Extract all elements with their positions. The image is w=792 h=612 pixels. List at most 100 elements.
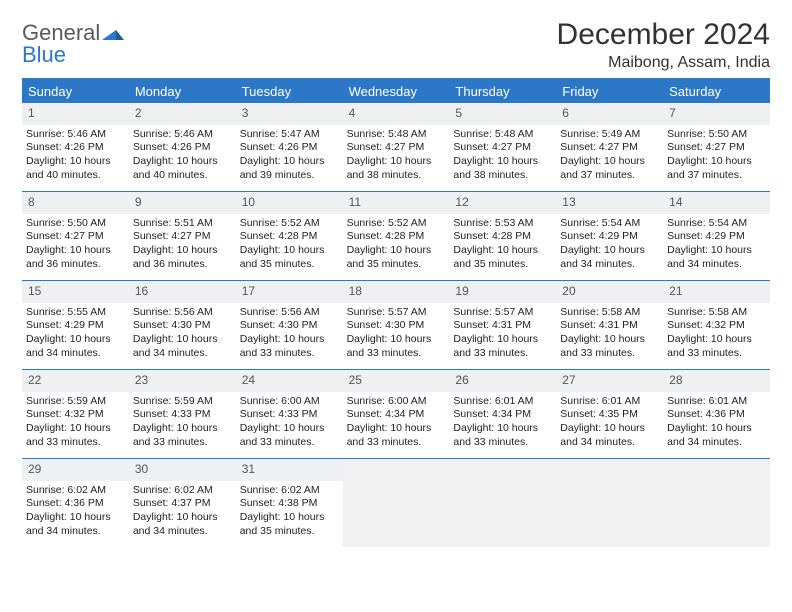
calendar-cell: 12Sunrise: 5:53 AMSunset: 4:28 PMDayligh… <box>449 192 556 280</box>
day-number: 21 <box>663 281 770 303</box>
day-number: 17 <box>236 281 343 303</box>
calendar-cell: 2Sunrise: 5:46 AMSunset: 4:26 PMDaylight… <box>129 103 236 191</box>
dow-friday: Friday <box>556 80 663 103</box>
logo-word-1: General <box>22 22 100 44</box>
calendar-cell: 16Sunrise: 5:56 AMSunset: 4:30 PMDayligh… <box>129 281 236 369</box>
page-location: Maibong, Assam, India <box>557 54 770 72</box>
logo-text: General Blue <box>22 22 124 66</box>
day-number: 30 <box>129 459 236 481</box>
calendar-cell <box>449 459 556 547</box>
calendar-cell: 22Sunrise: 5:59 AMSunset: 4:32 PMDayligh… <box>22 370 129 458</box>
sunset-text: Sunset: 4:30 PM <box>240 319 339 333</box>
calendar-cell <box>343 459 450 547</box>
sunset-text: Sunset: 4:31 PM <box>453 319 552 333</box>
dow-sunday: Sunday <box>22 80 129 103</box>
calendar-cell: 14Sunrise: 5:54 AMSunset: 4:29 PMDayligh… <box>663 192 770 280</box>
logo-word-2: Blue <box>22 44 66 66</box>
daylight-text: Daylight: 10 hours and 34 minutes. <box>26 333 125 360</box>
calendar-cell: 6Sunrise: 5:49 AMSunset: 4:27 PMDaylight… <box>556 103 663 191</box>
calendar-cell: 19Sunrise: 5:57 AMSunset: 4:31 PMDayligh… <box>449 281 556 369</box>
sunset-text: Sunset: 4:32 PM <box>667 319 766 333</box>
dow-monday: Monday <box>129 80 236 103</box>
daylight-text: Daylight: 10 hours and 36 minutes. <box>26 244 125 271</box>
sunrise-text: Sunrise: 5:52 AM <box>240 217 339 231</box>
sunrise-text: Sunrise: 6:00 AM <box>240 395 339 409</box>
day-number: 27 <box>556 370 663 392</box>
day-number: 2 <box>129 103 236 125</box>
day-number: 13 <box>556 192 663 214</box>
daylight-text: Daylight: 10 hours and 40 minutes. <box>133 155 232 182</box>
sunset-text: Sunset: 4:28 PM <box>347 230 446 244</box>
sunset-text: Sunset: 4:37 PM <box>133 497 232 511</box>
title-block: December 2024 Maibong, Assam, India <box>557 18 770 72</box>
sunset-text: Sunset: 4:28 PM <box>453 230 552 244</box>
calendar-cell: 31Sunrise: 6:02 AMSunset: 4:38 PMDayligh… <box>236 459 343 547</box>
daylight-text: Daylight: 10 hours and 33 minutes. <box>560 333 659 360</box>
calendar-cell: 23Sunrise: 5:59 AMSunset: 4:33 PMDayligh… <box>129 370 236 458</box>
daylight-text: Daylight: 10 hours and 36 minutes. <box>133 244 232 271</box>
calendar-cell: 17Sunrise: 5:56 AMSunset: 4:30 PMDayligh… <box>236 281 343 369</box>
sunrise-text: Sunrise: 6:02 AM <box>133 484 232 498</box>
day-number: 25 <box>343 370 450 392</box>
calendar-grid: Sunday Monday Tuesday Wednesday Thursday… <box>22 78 770 547</box>
sunrise-text: Sunrise: 5:58 AM <box>560 306 659 320</box>
sunrise-text: Sunrise: 5:54 AM <box>560 217 659 231</box>
daylight-text: Daylight: 10 hours and 38 minutes. <box>453 155 552 182</box>
calendar-week: 1Sunrise: 5:46 AMSunset: 4:26 PMDaylight… <box>22 103 770 192</box>
sunset-text: Sunset: 4:27 PM <box>453 141 552 155</box>
page-header: General Blue December 2024 Maibong, Assa… <box>22 18 770 72</box>
calendar-cell <box>556 459 663 547</box>
daylight-text: Daylight: 10 hours and 34 minutes. <box>667 422 766 449</box>
sunrise-text: Sunrise: 6:02 AM <box>240 484 339 498</box>
day-number: 29 <box>22 459 129 481</box>
daylight-text: Daylight: 10 hours and 34 minutes. <box>133 511 232 538</box>
sunset-text: Sunset: 4:26 PM <box>240 141 339 155</box>
sunset-text: Sunset: 4:27 PM <box>133 230 232 244</box>
daylight-text: Daylight: 10 hours and 33 minutes. <box>667 333 766 360</box>
calendar-cell: 3Sunrise: 5:47 AMSunset: 4:26 PMDaylight… <box>236 103 343 191</box>
daylight-text: Daylight: 10 hours and 35 minutes. <box>453 244 552 271</box>
sunrise-text: Sunrise: 5:46 AM <box>26 128 125 142</box>
day-number: 8 <box>22 192 129 214</box>
sunset-text: Sunset: 4:27 PM <box>347 141 446 155</box>
daylight-text: Daylight: 10 hours and 33 minutes. <box>240 333 339 360</box>
daylight-text: Daylight: 10 hours and 37 minutes. <box>667 155 766 182</box>
sunrise-text: Sunrise: 5:59 AM <box>26 395 125 409</box>
weeks-container: 1Sunrise: 5:46 AMSunset: 4:26 PMDaylight… <box>22 103 770 547</box>
sunset-text: Sunset: 4:27 PM <box>560 141 659 155</box>
sunrise-text: Sunrise: 5:56 AM <box>133 306 232 320</box>
calendar-cell: 11Sunrise: 5:52 AMSunset: 4:28 PMDayligh… <box>343 192 450 280</box>
calendar-cell: 4Sunrise: 5:48 AMSunset: 4:27 PMDaylight… <box>343 103 450 191</box>
day-number: 12 <box>449 192 556 214</box>
sunset-text: Sunset: 4:36 PM <box>26 497 125 511</box>
sunset-text: Sunset: 4:36 PM <box>667 408 766 422</box>
daylight-text: Daylight: 10 hours and 33 minutes. <box>453 422 552 449</box>
day-number: 24 <box>236 370 343 392</box>
day-number: 4 <box>343 103 450 125</box>
sunset-text: Sunset: 4:33 PM <box>240 408 339 422</box>
sunrise-text: Sunrise: 5:51 AM <box>133 217 232 231</box>
calendar-cell: 18Sunrise: 5:57 AMSunset: 4:30 PMDayligh… <box>343 281 450 369</box>
sunset-text: Sunset: 4:28 PM <box>240 230 339 244</box>
sunrise-text: Sunrise: 6:01 AM <box>667 395 766 409</box>
dow-tuesday: Tuesday <box>236 80 343 103</box>
sunrise-text: Sunrise: 5:48 AM <box>347 128 446 142</box>
day-number: 23 <box>129 370 236 392</box>
sunset-text: Sunset: 4:29 PM <box>26 319 125 333</box>
sunset-text: Sunset: 4:27 PM <box>26 230 125 244</box>
daylight-text: Daylight: 10 hours and 33 minutes. <box>240 422 339 449</box>
day-number: 3 <box>236 103 343 125</box>
daylight-text: Daylight: 10 hours and 34 minutes. <box>667 244 766 271</box>
sunrise-text: Sunrise: 6:02 AM <box>26 484 125 498</box>
day-number: 9 <box>129 192 236 214</box>
sunset-text: Sunset: 4:32 PM <box>26 408 125 422</box>
daylight-text: Daylight: 10 hours and 33 minutes. <box>26 422 125 449</box>
day-number: 18 <box>343 281 450 303</box>
day-number: 16 <box>129 281 236 303</box>
calendar-cell: 7Sunrise: 5:50 AMSunset: 4:27 PMDaylight… <box>663 103 770 191</box>
logo: General Blue <box>22 18 124 66</box>
calendar-cell: 21Sunrise: 5:58 AMSunset: 4:32 PMDayligh… <box>663 281 770 369</box>
calendar-cell: 26Sunrise: 6:01 AMSunset: 4:34 PMDayligh… <box>449 370 556 458</box>
logo-mark-icon <box>102 22 124 44</box>
calendar-week: 29Sunrise: 6:02 AMSunset: 4:36 PMDayligh… <box>22 459 770 547</box>
